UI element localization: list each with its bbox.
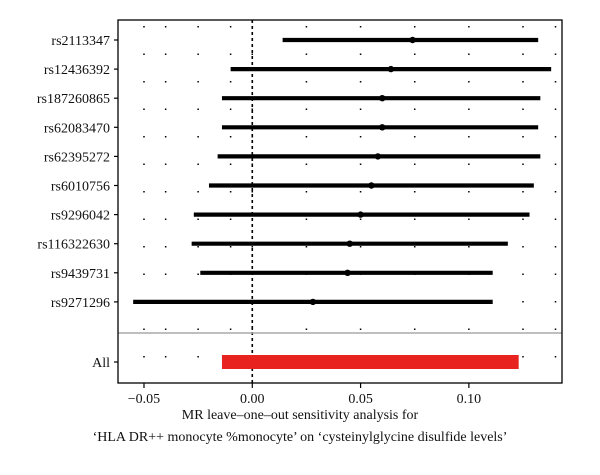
snp-row [200, 269, 493, 276]
snp-row [191, 240, 508, 247]
x-axis-label-line2: ‘HLA DR++ monocyte %monocyte’ on ‘cystei… [92, 430, 508, 445]
point-estimate [374, 153, 382, 160]
row-label: rs12436392 [44, 63, 110, 78]
row-label: rs2113347 [51, 34, 110, 49]
point-estimate [379, 95, 386, 102]
snp-row [230, 65, 552, 73]
row-label: rs6010756 [51, 180, 110, 195]
row-group [133, 36, 552, 306]
y-axis-labels: rs2113347 rs12436392 rs187260865 rs62083470… [37, 34, 110, 371]
plot-border [117, 19, 563, 384]
point-estimate [309, 298, 317, 306]
snp-row [282, 36, 539, 44]
snp-row [221, 95, 541, 102]
row-label: rs9439731 [51, 267, 110, 282]
snp-row [208, 182, 534, 189]
row-label: rs187260865 [37, 92, 110, 107]
x-tick-label: 0.05 [348, 392, 373, 407]
point-estimate [379, 124, 386, 131]
x-axis: −0.05 0.00 0.05 0.10 [128, 383, 481, 407]
snp-row [221, 124, 539, 131]
overall-group [221, 355, 519, 369]
row-label: rs62395272 [44, 150, 110, 165]
overall-estimate-bar [221, 355, 519, 369]
point-estimate [357, 211, 364, 218]
x-tick-label: 0.00 [240, 392, 265, 407]
x-tick-label: −0.05 [128, 392, 160, 407]
point-estimate [346, 240, 353, 247]
row-label: rs9296042 [51, 209, 110, 224]
point-estimate [387, 65, 395, 73]
x-tick-label: 0.10 [457, 392, 482, 407]
row-label: rs9271296 [51, 296, 110, 311]
row-label: rs116322630 [37, 238, 110, 253]
row-label: rs62083470 [44, 121, 110, 136]
overall-label: All [92, 356, 110, 371]
x-axis-label-line1: MR leave–one–out sensitivity analysis fo… [181, 408, 419, 423]
snp-row [133, 298, 493, 306]
snp-row [193, 211, 530, 218]
snp-row [217, 153, 541, 160]
point-estimate [368, 182, 375, 189]
plot-frame [114, 19, 563, 384]
point-estimate [409, 36, 416, 44]
grid-dots [143, 20, 557, 383]
point-estimate [344, 269, 351, 276]
